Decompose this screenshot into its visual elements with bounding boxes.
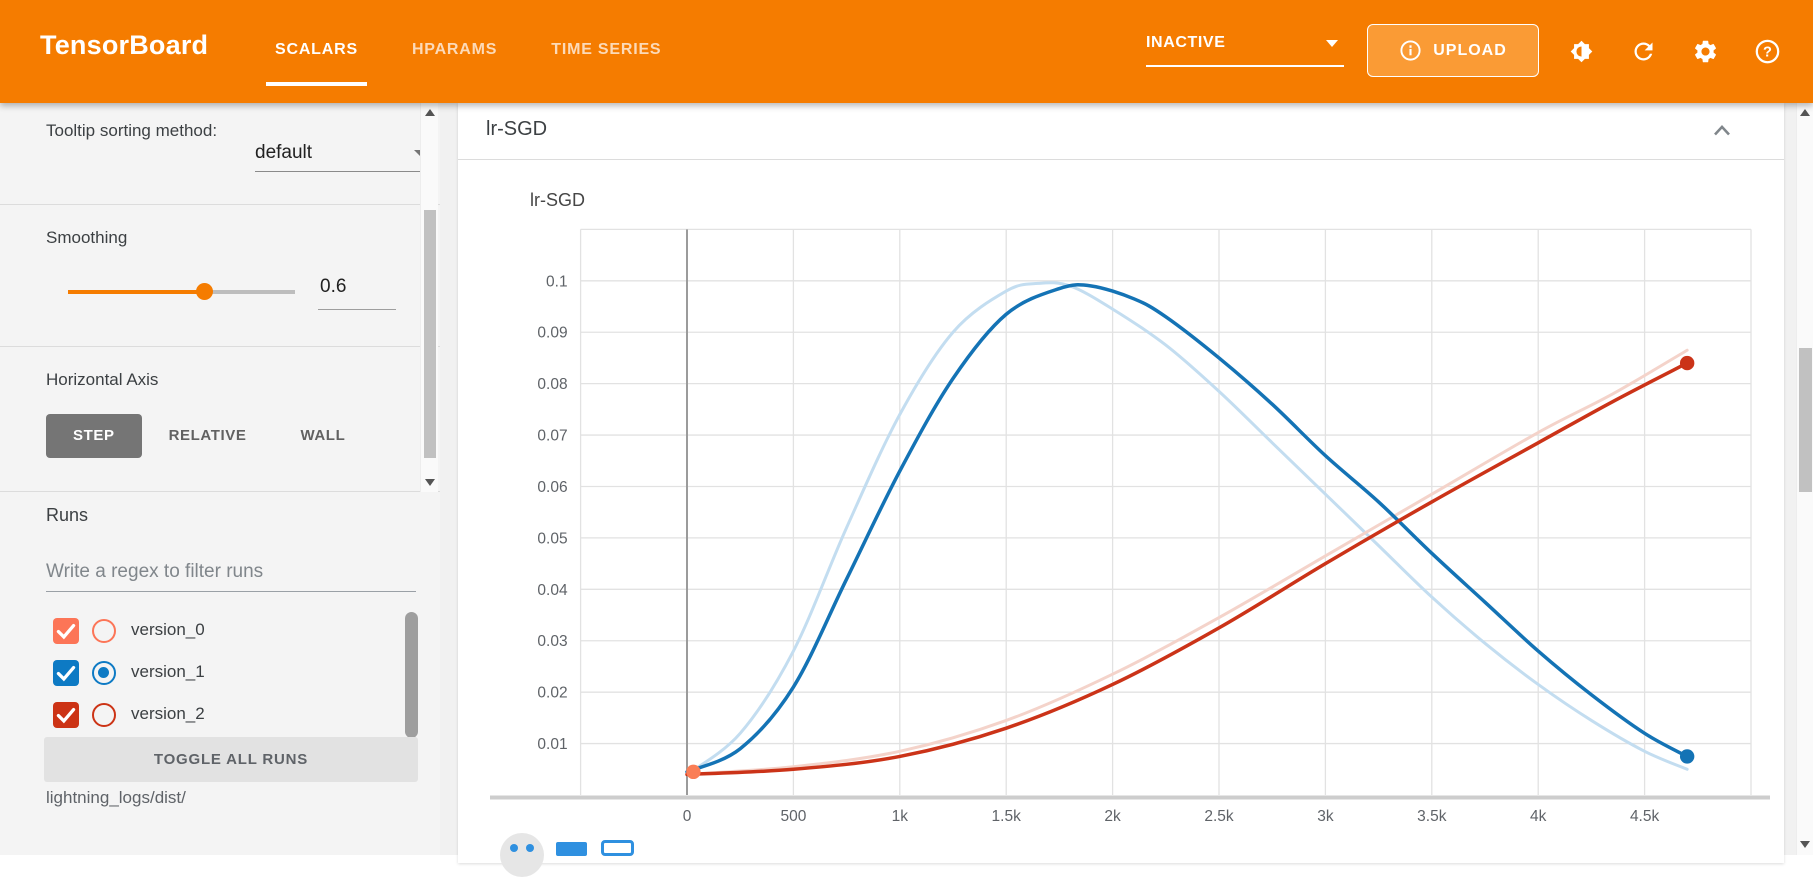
tooltip-sorting-label: Tooltip sorting method: xyxy=(46,121,218,140)
axis-mode-step[interactable]: STEP xyxy=(46,414,142,458)
contrast-icon[interactable] xyxy=(1560,31,1602,73)
sidebar-scrollbar-thumb[interactable] xyxy=(424,210,436,458)
overflow-menu-button[interactable] xyxy=(500,833,544,877)
svg-text:0.09: 0.09 xyxy=(537,325,567,342)
tag-group-header[interactable]: lr-SGD xyxy=(458,103,1784,160)
tab-time-series[interactable]: TIME SERIES xyxy=(551,41,662,58)
environment-dropdown[interactable]: INACTIVE xyxy=(1146,34,1344,67)
svg-text:0.07: 0.07 xyxy=(537,428,567,445)
settings-icon[interactable] xyxy=(1684,31,1726,73)
svg-text:500: 500 xyxy=(780,808,806,825)
run-label: version_2 xyxy=(131,704,205,723)
run-label: version_1 xyxy=(131,662,205,681)
svg-text:?: ? xyxy=(1763,45,1772,61)
svg-text:0: 0 xyxy=(683,808,692,825)
tab-hparams[interactable]: HPARAMS xyxy=(411,41,498,58)
svg-text:1.5k: 1.5k xyxy=(992,808,1022,825)
tooltip-sorting-select[interactable]: default xyxy=(255,134,430,172)
runs-title: Runs xyxy=(46,505,89,525)
svg-text:0.05: 0.05 xyxy=(537,530,567,547)
radio-dot-icon xyxy=(98,667,109,678)
dots-icon xyxy=(526,844,534,852)
runs-scrollbar-thumb[interactable] xyxy=(405,612,418,738)
app-header: TensorBoard SCALARS HPARAMS TIME SERIES IN… xyxy=(0,0,1813,103)
run-radio[interactable] xyxy=(92,619,116,643)
divider xyxy=(0,204,440,205)
svg-text:4.5k: 4.5k xyxy=(1630,808,1660,825)
header-action-icons: ? xyxy=(1560,0,1788,103)
upload-button[interactable]: UPLOAD xyxy=(1367,24,1539,77)
chevron-down-icon xyxy=(1326,39,1338,47)
run-filter-input[interactable] xyxy=(46,552,416,592)
svg-text:0.03: 0.03 xyxy=(537,633,567,650)
expand-card-button[interactable] xyxy=(601,840,634,856)
divider xyxy=(0,491,440,492)
run-checkbox[interactable] xyxy=(53,702,79,728)
chevron-up-icon xyxy=(1714,125,1730,136)
sidebar-scrollbar-track[interactable] xyxy=(420,103,438,492)
run-checkbox[interactable] xyxy=(53,660,79,686)
run-checkbox[interactable] xyxy=(53,618,79,644)
scalar-chart[interactable]: 0.01 0.02 0.03 0.04 0.05 0.06 0.07 0.08 0.09 0.1 0… xyxy=(480,208,1780,840)
divider xyxy=(0,346,440,347)
scroll-up-arrow-icon[interactable] xyxy=(1800,109,1810,116)
svg-text:0.1: 0.1 xyxy=(546,273,568,290)
svg-text:0.01: 0.01 xyxy=(537,736,567,753)
info-icon xyxy=(1400,40,1421,61)
svg-text:2.5k: 2.5k xyxy=(1204,808,1234,825)
app-logo: TensorBoard xyxy=(40,30,209,60)
collapse-group-button[interactable] xyxy=(1708,117,1736,145)
slider-thumb[interactable] xyxy=(196,283,213,300)
axis-mode-wall[interactable]: WALL xyxy=(300,427,346,444)
refresh-icon[interactable] xyxy=(1622,31,1664,73)
chart-title: lr-SGD xyxy=(530,190,585,210)
run-radio[interactable] xyxy=(92,703,116,727)
horizontal-axis-buttons: STEP RELATIVE WALL xyxy=(46,414,372,458)
tooltip-sorting-value: default xyxy=(255,141,313,163)
svg-text:0.06: 0.06 xyxy=(537,479,567,496)
scroll-down-arrow-icon[interactable] xyxy=(1800,841,1810,848)
svg-text:0.02: 0.02 xyxy=(537,685,567,702)
svg-text:0.04: 0.04 xyxy=(537,582,568,599)
run-row: version_2 xyxy=(0,694,440,736)
svg-text:2k: 2k xyxy=(1104,808,1121,825)
smoothing-label: Smoothing xyxy=(46,228,128,247)
run-radio[interactable] xyxy=(92,661,116,685)
help-icon[interactable]: ? xyxy=(1746,31,1788,73)
axis-mode-relative[interactable]: RELATIVE xyxy=(168,427,247,444)
svg-text:0.08: 0.08 xyxy=(537,376,567,393)
slider-track-fill xyxy=(68,290,204,294)
run-row: version_0 xyxy=(0,610,440,652)
scroll-down-arrow-icon[interactable] xyxy=(425,479,435,486)
tab-scalars[interactable]: SCALARS xyxy=(248,0,385,103)
smoothing-slider[interactable] xyxy=(68,281,295,303)
svg-text:3.5k: 3.5k xyxy=(1417,808,1447,825)
svg-text:4k: 4k xyxy=(1530,808,1547,825)
header-tabs: SCALARS HPARAMS TIME SERIES xyxy=(248,0,688,103)
run-row: version_1 xyxy=(0,652,440,694)
svg-text:3k: 3k xyxy=(1317,808,1334,825)
settings-sidebar xyxy=(0,103,440,855)
tag-group-title: lr-SGD xyxy=(486,118,548,140)
log-dir-label: lightning_logs/dist/ xyxy=(46,788,186,807)
runs-list: version_0 version_1 version_2 xyxy=(0,610,440,736)
toggle-all-runs-button[interactable]: TOGGLE ALL RUNS xyxy=(44,737,418,782)
run-label: version_0 xyxy=(131,620,205,639)
window-scrollbar-track[interactable] xyxy=(1796,103,1813,855)
window-scrollbar-thumb[interactable] xyxy=(1799,348,1812,492)
scroll-up-arrow-icon[interactable] xyxy=(425,109,435,116)
fullscreen-button[interactable] xyxy=(556,842,587,856)
dots-icon xyxy=(510,844,518,852)
smoothing-value[interactable]: 0.6 xyxy=(318,276,396,310)
environment-value: INACTIVE xyxy=(1146,34,1226,51)
upload-label: UPLOAD xyxy=(1433,41,1507,59)
svg-text:1k: 1k xyxy=(892,808,909,825)
horizontal-axis-label: Horizontal Axis xyxy=(46,370,159,389)
